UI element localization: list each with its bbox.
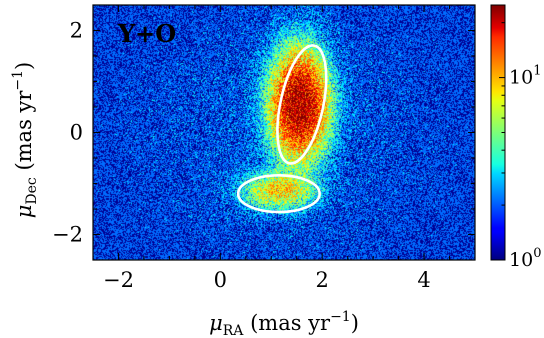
y-tick-label: 2: [70, 19, 83, 43]
colorbar-ticks: 100 101: [499, 22, 541, 271]
colorbar-gradient: [491, 5, 505, 260]
selection-ellipse-1: [276, 44, 328, 165]
x-axis-label: μRA (mas yr−1): [209, 309, 359, 338]
x-tick-label: 4: [417, 268, 430, 292]
x-tick-label: 0: [214, 268, 227, 292]
y-axis-label: μDec (mas yr−1): [10, 62, 40, 219]
selection-ellipses: [236, 44, 328, 214]
heatmap-area: [93, 5, 475, 260]
x-axis: −2 0 2 4: [92, 5, 476, 292]
density-heatmap: [93, 5, 475, 260]
y-tick-label: −2: [52, 223, 83, 247]
panel-label: Y+O: [117, 19, 176, 48]
y-tick-label: 0: [70, 121, 83, 145]
colorbar-tick-label: 101: [509, 64, 541, 89]
colorbar-tick-label: 100: [509, 246, 541, 271]
colorbar: 100 101: [490, 4, 541, 271]
x-tick-label: −2: [103, 268, 134, 292]
x-tick-label: 2: [316, 268, 329, 292]
y-axis: −2 0 2: [52, 4, 475, 261]
selection-ellipse-2: [236, 174, 321, 214]
